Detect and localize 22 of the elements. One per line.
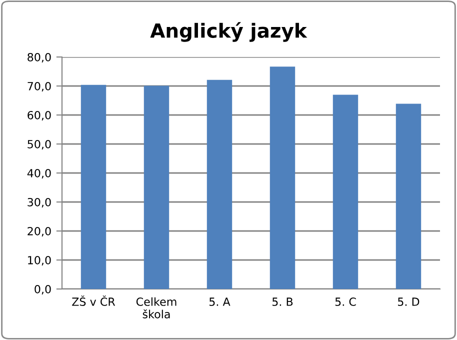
x-tick-label: 5. C [335, 298, 356, 306]
y-tick-label: 40,0 [27, 168, 51, 179]
bar [80, 84, 106, 289]
x-tick-label: 5. A [209, 298, 230, 306]
bar [396, 104, 422, 289]
x-tick-label: 5. B [272, 298, 293, 306]
y-tick-label: 30,0 [28, 198, 51, 208]
bar [144, 86, 170, 289]
y-tick-label: 0,0 [34, 284, 51, 295]
y-tick-label: 50,0 [28, 140, 51, 150]
y-tick-label: 60,0 [28, 110, 51, 121]
y-tick-label: 20,0 [28, 226, 51, 237]
chart-title: Anglický jazyk [150, 22, 308, 42]
y-tick-label: 10,0 [28, 256, 51, 266]
y-tick-label: 70,0 [28, 82, 51, 92]
x-tick-label: Celkem škola [136, 297, 176, 318]
y-tick-label: 80,0 [28, 52, 51, 63]
bar [332, 94, 358, 289]
bar [270, 66, 296, 289]
x-tick-label: ZŠ v ČR [72, 295, 116, 306]
x-tick-label: 5. D [398, 298, 420, 306]
bar [206, 80, 232, 289]
